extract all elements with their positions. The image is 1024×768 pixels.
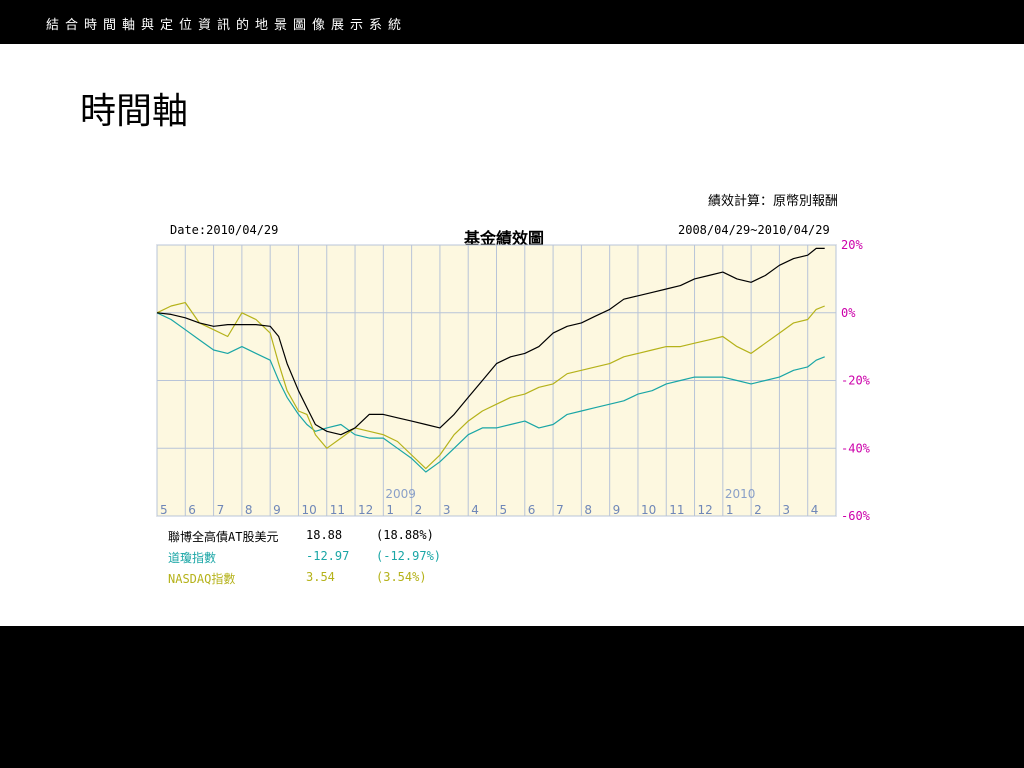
top-bar: 結合時間軸與定位資訊的地景圖像展示系統 bbox=[0, 0, 1024, 44]
legend-entry: 道瓊指數 -12.97 (-12.97%) bbox=[168, 549, 468, 570]
legend-series-name: NASDAQ指數 bbox=[168, 572, 236, 586]
x-tick-label: 12 bbox=[358, 503, 373, 517]
y-tick-label: -20% bbox=[841, 374, 871, 388]
x-tick-label: 7 bbox=[217, 503, 225, 517]
series-line-0 bbox=[156, 247, 825, 436]
page-title: 時間軸 bbox=[80, 91, 189, 132]
x-tick-label: 12 bbox=[698, 503, 713, 517]
x-tick-label: 11 bbox=[330, 503, 345, 517]
x-tick-label: 8 bbox=[584, 503, 592, 517]
x-tick-label: 5 bbox=[500, 503, 508, 517]
footer-bar bbox=[0, 626, 1024, 768]
x-tick-label: 7 bbox=[556, 503, 564, 517]
chart-title: 基金績效圖 bbox=[464, 229, 545, 248]
x-tick-label: 1 bbox=[726, 503, 734, 517]
legend-series-percent: (-12.97%) bbox=[376, 549, 442, 563]
x-tick-label: 9 bbox=[273, 503, 281, 517]
calc-method-label: 績效計算：原幣別報酬 bbox=[708, 194, 839, 209]
legend-series-value: 3.54 bbox=[306, 570, 335, 584]
y-tick-label: -40% bbox=[841, 441, 871, 455]
y-tick-label: 0% bbox=[841, 306, 856, 320]
x-tick-label: 2 bbox=[754, 503, 762, 517]
legend-series-name: 聯博全高債AT股美元 bbox=[168, 530, 279, 544]
chart-area: 績效計算：原幣別報酬 Date:2010/04/29 基金績效圖 2008/04… bbox=[156, 194, 871, 591]
x-tick-label: 2 bbox=[415, 503, 423, 517]
y-tick-label: 20% bbox=[841, 238, 863, 252]
legend-series-percent: (18.88%) bbox=[376, 528, 434, 542]
x-tick-label: 3 bbox=[782, 503, 790, 517]
x-tick-label: 5 bbox=[160, 503, 168, 517]
presentation-title: 結合時間軸與定位資訊的地景圖像展示系統 bbox=[46, 18, 408, 33]
x-tick-label: 4 bbox=[811, 503, 819, 517]
date-range-label: 2008/04/29~2010/04/29 bbox=[678, 223, 830, 237]
x-tick-label: 11 bbox=[669, 503, 684, 517]
legend-series-percent: (3.54%) bbox=[376, 570, 427, 584]
x-tick-label: 4 bbox=[471, 503, 479, 517]
x-tick-label: 3 bbox=[443, 503, 451, 517]
x-tick-label: 6 bbox=[188, 503, 196, 517]
legend-entry: 聯博全高債AT股美元 18.88 (18.88%) bbox=[168, 528, 468, 549]
legend-entry: NASDAQ指數 3.54 (3.54%) bbox=[168, 570, 468, 591]
x-tick-label: 1 bbox=[386, 503, 394, 517]
x-tick-label: 6 bbox=[528, 503, 536, 517]
x-tick-label: 10 bbox=[301, 503, 316, 517]
series-line-1 bbox=[156, 312, 825, 473]
date-label: Date:2010/04/29 bbox=[170, 223, 279, 237]
legend-series-value: -12.97 bbox=[306, 549, 350, 563]
x-tick-label: 9 bbox=[613, 503, 621, 517]
x-tick-label: 8 bbox=[245, 503, 253, 517]
x-tick-label: 10 bbox=[641, 503, 656, 517]
legend-series-name: 道瓊指數 bbox=[168, 551, 217, 565]
series-line-2 bbox=[156, 302, 825, 470]
legend: 聯博全高債AT股美元 18.88 (18.88%) 道瓊指數 -12.97 (-12.97… bbox=[168, 528, 468, 591]
performance-chart: 20%0%-20%-40%-60%5 6 7 8 9 10 11 12 1 2 3 4 5 6 7 8 9 10 1… bbox=[156, 238, 871, 523]
year-label: 2009 bbox=[385, 487, 416, 501]
year-label: 2010 bbox=[725, 487, 756, 501]
y-tick-label: -60% bbox=[841, 509, 871, 523]
legend-series-value: 18.88 bbox=[306, 528, 343, 542]
